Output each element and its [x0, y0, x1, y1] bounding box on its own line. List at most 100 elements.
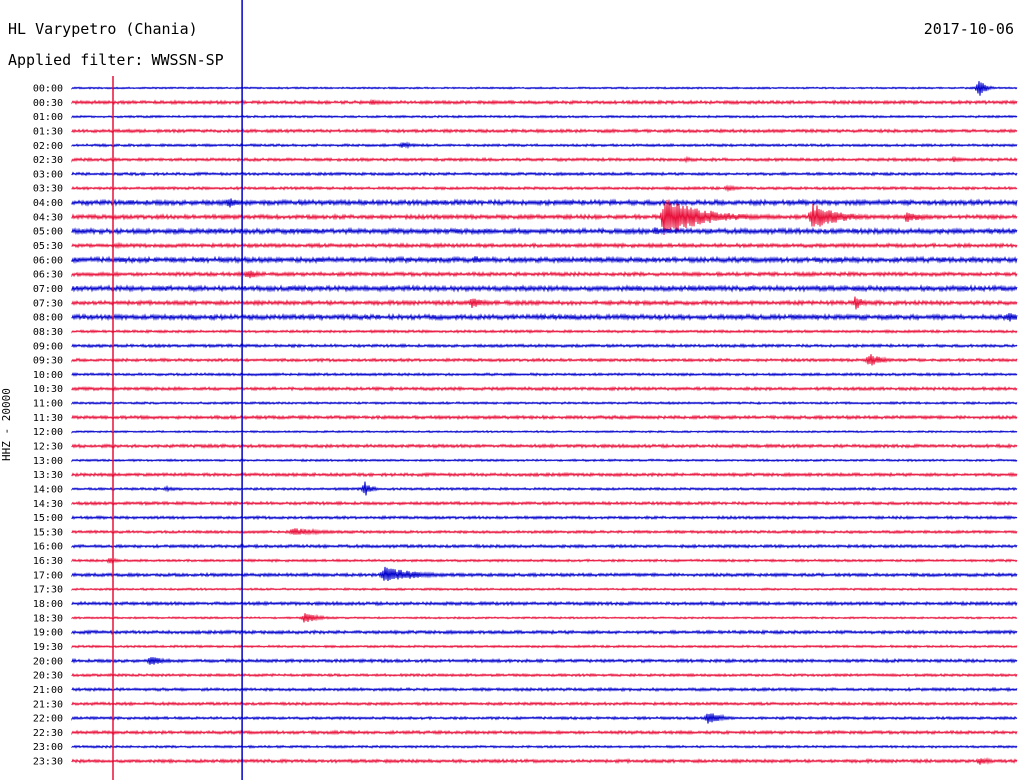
trace-row-1800 — [71, 600, 1018, 607]
row-label: 13:00 — [33, 456, 63, 467]
row-label: 15:30 — [33, 527, 63, 538]
row-label: 01:00 — [33, 112, 63, 123]
row-label: 02:00 — [33, 141, 63, 152]
trace-row-0230 — [71, 155, 1018, 164]
filter-label: Applied filter: — [8, 51, 144, 69]
row-label: 09:30 — [33, 356, 63, 367]
trace-row-2130 — [71, 700, 1018, 707]
row-label: 23:30 — [33, 757, 63, 768]
trace-row-1130 — [71, 414, 1018, 421]
row-label: 06:00 — [33, 255, 63, 266]
trace-row-1600 — [71, 543, 1018, 550]
row-label: 08:30 — [33, 327, 63, 338]
trace-row-0100 — [71, 114, 1018, 119]
row-label: 14:30 — [33, 499, 63, 510]
trace-row-2200 — [71, 713, 1018, 724]
trace-row-1400 — [71, 481, 1018, 496]
row-label-group: 00:00 00:30 01:00 01:30 02:00 02:30 03:00 03:30… — [33, 84, 63, 768]
trace-row-0400 — [71, 198, 1018, 208]
row-label: 08:00 — [33, 313, 63, 324]
trace-row-0700 — [71, 284, 1018, 293]
row-label: 04:00 — [33, 198, 63, 209]
row-label: 17:30 — [33, 585, 63, 596]
trace-row-1330 — [71, 471, 1018, 478]
trace-row-1100 — [71, 400, 1018, 406]
row-label: 20:30 — [33, 671, 63, 682]
time-marker-group — [112, 0, 243, 780]
row-label: 06:30 — [33, 270, 63, 281]
filter-line: Applied filter: WWSSN-SP — [8, 51, 224, 69]
row-label: 03:00 — [33, 169, 63, 180]
trace-row-1930 — [71, 644, 1018, 649]
row-label: 05:00 — [33, 227, 63, 238]
trace-row-0130 — [71, 127, 1018, 134]
date-label: 2017-10-06 — [923, 20, 1014, 38]
station-title: HL Varypetro (Chania) — [8, 20, 198, 38]
row-label: 18:30 — [33, 613, 63, 624]
trace-row-0900 — [71, 343, 1018, 349]
row-label: 12:00 — [33, 427, 63, 438]
row-label: 16:30 — [33, 556, 63, 567]
row-label: 07:30 — [33, 298, 63, 309]
trace-row-0300 — [71, 171, 1018, 177]
row-label: 00:00 — [33, 84, 63, 95]
row-label: 19:00 — [33, 628, 63, 639]
row-label: 01:30 — [33, 127, 63, 138]
trace-row-2230 — [71, 729, 1018, 736]
row-label: 20:00 — [33, 656, 63, 667]
row-label: 21:30 — [33, 699, 63, 710]
row-label: 17:00 — [33, 570, 63, 581]
row-label: 09:00 — [33, 341, 63, 352]
filter-value: WWSSN-SP — [151, 51, 224, 69]
trace-row-1630 — [71, 557, 1018, 565]
trace-row-2030 — [71, 672, 1018, 678]
trace-row-1700 — [71, 566, 1018, 582]
row-label: 07:00 — [33, 284, 63, 295]
trace-row-0830 — [71, 328, 1018, 335]
trace-row-0500 — [71, 226, 1018, 236]
trace-row-2100 — [71, 686, 1018, 693]
row-label: 14:00 — [33, 485, 63, 496]
row-label: 02:30 — [33, 155, 63, 166]
row-label: 12:30 — [33, 442, 63, 453]
trace-row-0000 — [71, 81, 1018, 96]
row-label: 10:00 — [33, 370, 63, 381]
trace-row-1500 — [71, 514, 1018, 521]
trace-row-0330 — [71, 184, 1018, 193]
trace-row-0630 — [71, 270, 1018, 279]
row-label: 05:30 — [33, 241, 63, 252]
row-label: 04:30 — [33, 212, 63, 223]
trace-row-0800 — [71, 312, 1018, 322]
row-label: 19:30 — [33, 642, 63, 653]
trace-row-1730 — [71, 587, 1018, 592]
row-label: 22:30 — [33, 728, 63, 739]
trace-row-1230 — [71, 442, 1018, 450]
trace-row-0530 — [71, 241, 1018, 250]
row-label: 11:30 — [33, 413, 63, 424]
trace-row-1000 — [71, 371, 1018, 377]
trace-row-1200 — [71, 429, 1018, 434]
trace-row-0600 — [71, 255, 1018, 265]
trace-row-2330 — [71, 756, 1018, 765]
row-label: 23:00 — [33, 742, 63, 753]
row-label: 03:30 — [33, 184, 63, 195]
row-label: 00:30 — [33, 98, 63, 109]
trace-row-0930 — [71, 354, 1018, 366]
trace-group — [71, 81, 1018, 765]
trace-row-1430 — [71, 500, 1018, 507]
trace-row-0430 — [71, 199, 1018, 236]
trace-row-0200 — [71, 141, 1018, 150]
trace-row-0730 — [71, 296, 1018, 310]
row-label: 15:00 — [33, 513, 63, 524]
trace-row-1900 — [71, 629, 1018, 636]
trace-row-1530 — [71, 527, 1018, 536]
trace-row-1300 — [71, 458, 1018, 463]
row-label: 22:00 — [33, 714, 63, 725]
row-label: 10:30 — [33, 384, 63, 395]
trace-row-0030 — [71, 98, 1018, 106]
trace-row-2000 — [71, 657, 1018, 665]
trace-row-1830 — [71, 613, 1018, 623]
row-label: 13:30 — [33, 470, 63, 481]
row-label: 18:00 — [33, 599, 63, 610]
